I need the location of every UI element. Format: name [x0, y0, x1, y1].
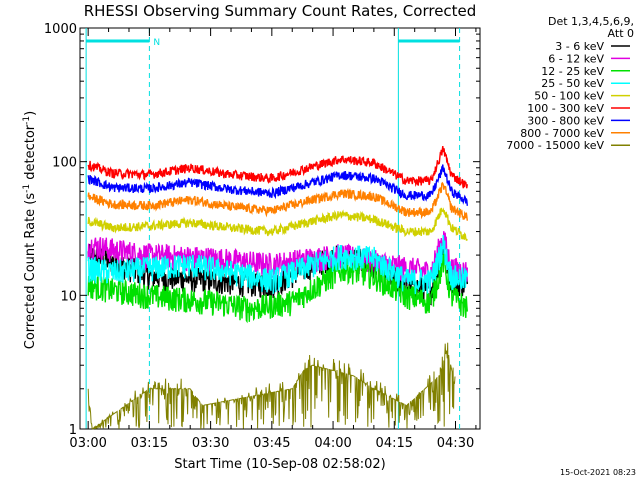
series-line-50-100-kev: [87, 207, 468, 241]
y-tick-label: 10: [60, 289, 77, 304]
footer-timestamp: 15-Oct-2021 08:23: [560, 468, 636, 477]
legend-label-3-6-kev: 3 - 6 keV: [555, 40, 604, 53]
legend-label-6-12-kev: 6 - 12 keV: [548, 52, 604, 65]
legend-label-25-50-kev: 25 - 50 keV: [541, 77, 604, 90]
legend-label-100-300-kev: 100 - 300 keV: [527, 102, 604, 115]
x-tick-label: 03:00: [69, 436, 106, 451]
y-axis-label: Corrected Count Rate (s-1 detector-1): [22, 111, 38, 349]
series-line-800-7000-kev: [87, 181, 468, 221]
legend-label-300-800-kev: 300 - 800 keV: [527, 114, 604, 127]
x-axis-label: Start Time (10-Sep-08 02:58:02): [174, 457, 385, 472]
series-line-7000-15000-kev: [87, 342, 456, 430]
attenuator-bars: N: [86, 38, 460, 48]
x-tick-label: 04:30: [437, 436, 474, 451]
legend-label-12-25-kev: 12 - 25 keV: [541, 65, 604, 78]
x-tick-label: 03:45: [253, 436, 290, 451]
x-axis-ticks: 03:00 03:15 03:30 03:45 04:00 04:15 04:30: [69, 28, 477, 451]
y-axis-ticks: 1 10 100 1000: [44, 22, 480, 438]
legend-header-line2: Att 0: [608, 27, 634, 40]
series-lines: [87, 146, 468, 430]
series-line-6-12-kev: [87, 231, 468, 287]
x-tick-label: 03:30: [192, 436, 229, 451]
x-tick-label: 03:15: [131, 436, 168, 451]
y-tick-label: 1: [69, 423, 77, 438]
y-tick-label: 100: [52, 156, 77, 171]
y-tick-label: 1000: [44, 22, 77, 37]
series-line-100-300-kev: [87, 146, 468, 189]
plot-area: N 1 10 100 1000 03:00 03:15 03:30 03:45 04:00 04…: [44, 22, 481, 451]
plot-frame: [79, 27, 481, 430]
x-tick-label: 04:15: [376, 436, 413, 451]
series-line-12-25-kev: [87, 252, 468, 324]
legend-label-50-100-kev: 50 - 100 keV: [534, 90, 604, 103]
legend-label-7000-15000-kev: 7000 - 15000 keV: [506, 139, 604, 152]
series-line-300-800-kev: [87, 164, 468, 206]
legend-header-line1: Det 1,3,4,5,6,9,: [548, 15, 634, 28]
chart-title: RHESSI Observing Summary Count Rates, Co…: [84, 2, 477, 20]
legend-label-800-7000-kev: 800 - 7000 keV: [520, 127, 604, 140]
attenuator-bar-label: N: [153, 38, 160, 48]
series-line-25-50-kev: [87, 234, 468, 295]
x-tick-label: 04:00: [314, 436, 351, 451]
